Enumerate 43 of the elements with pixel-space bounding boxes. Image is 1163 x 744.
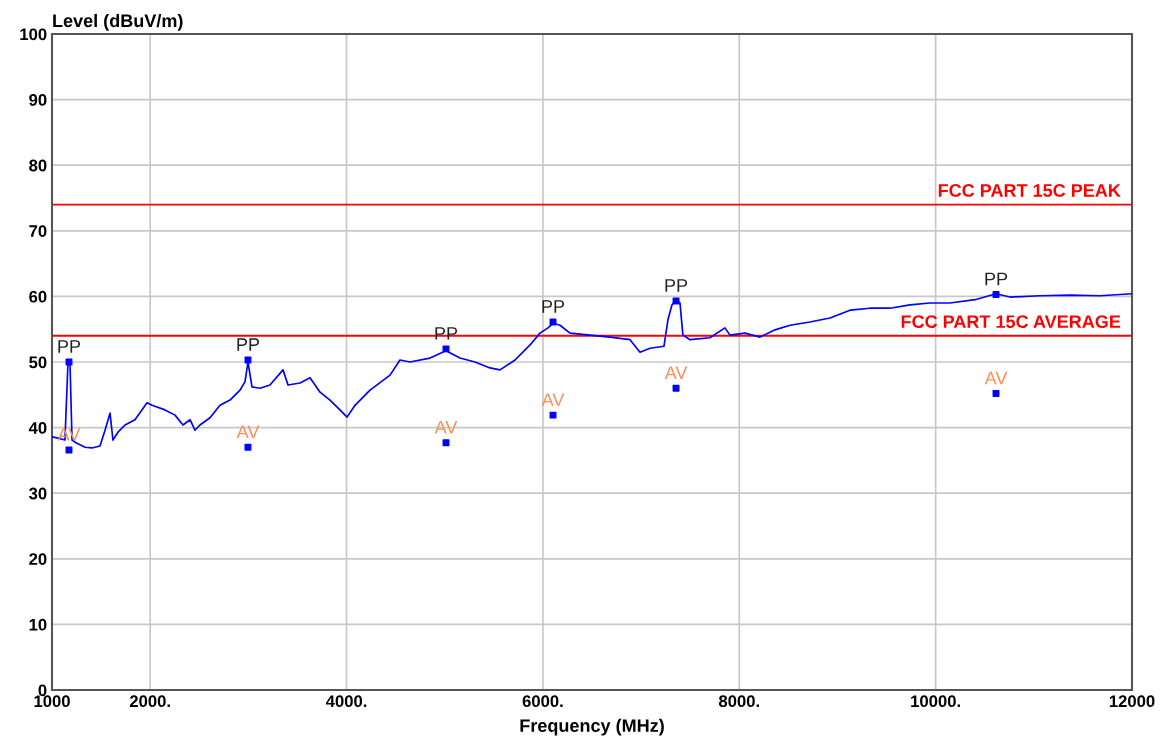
text: PP	[542, 300, 565, 313]
point	[244, 356, 252, 364]
y-tick-label: 10	[29, 618, 47, 631]
x-tick-label: 10000.	[911, 695, 960, 708]
point	[442, 345, 450, 353]
y-tick-label: 30	[28, 487, 47, 500]
text: PP	[665, 279, 688, 292]
point	[992, 390, 1000, 397]
point	[549, 411, 557, 419]
x-axis-title: Frequency (MHz)	[520, 718, 664, 736]
text: PP	[58, 340, 81, 353]
y-tick-label: 70	[29, 225, 47, 237]
point	[672, 297, 680, 305]
y-axis-title: Level (dBuV/m)	[53, 13, 183, 31]
y-tick-label: 60	[29, 290, 47, 303]
x-tick-label: 12000	[1109, 695, 1155, 708]
series-label: PP	[985, 272, 1008, 286]
y-tick-label: 90	[29, 94, 47, 106]
point	[244, 443, 252, 451]
y-tick-label: 20	[29, 553, 47, 565]
text: AV	[541, 393, 565, 406]
ref-line-label: FCC PART 15C AVERAGE	[901, 315, 1121, 329]
point	[65, 446, 73, 454]
y-tick-label: 100	[20, 28, 47, 41]
point	[442, 439, 450, 447]
x-tick-label: 8000.	[718, 695, 759, 708]
text: AV	[434, 420, 458, 434]
y-tick-label: 50	[29, 356, 47, 369]
x-tick-label: 1000	[34, 695, 70, 708]
y-tick-label: 40	[28, 422, 47, 434]
line-series	[52, 292, 1132, 449]
text: AV	[984, 371, 1008, 385]
point	[672, 384, 680, 392]
point	[992, 290, 1000, 298]
text: AV	[664, 366, 688, 379]
text: PP	[237, 338, 260, 351]
ref-line-label: FCC PART 15C PEAK	[938, 184, 1121, 197]
x-tick-label: 6000.	[522, 695, 563, 708]
x-tick-label: 4000.	[325, 695, 367, 708]
y-tick-label: 0	[38, 684, 47, 697]
x-tick-label: 2000.	[129, 695, 170, 708]
series-label: AV	[236, 425, 260, 438]
y-tick-label: 80	[29, 159, 47, 172]
